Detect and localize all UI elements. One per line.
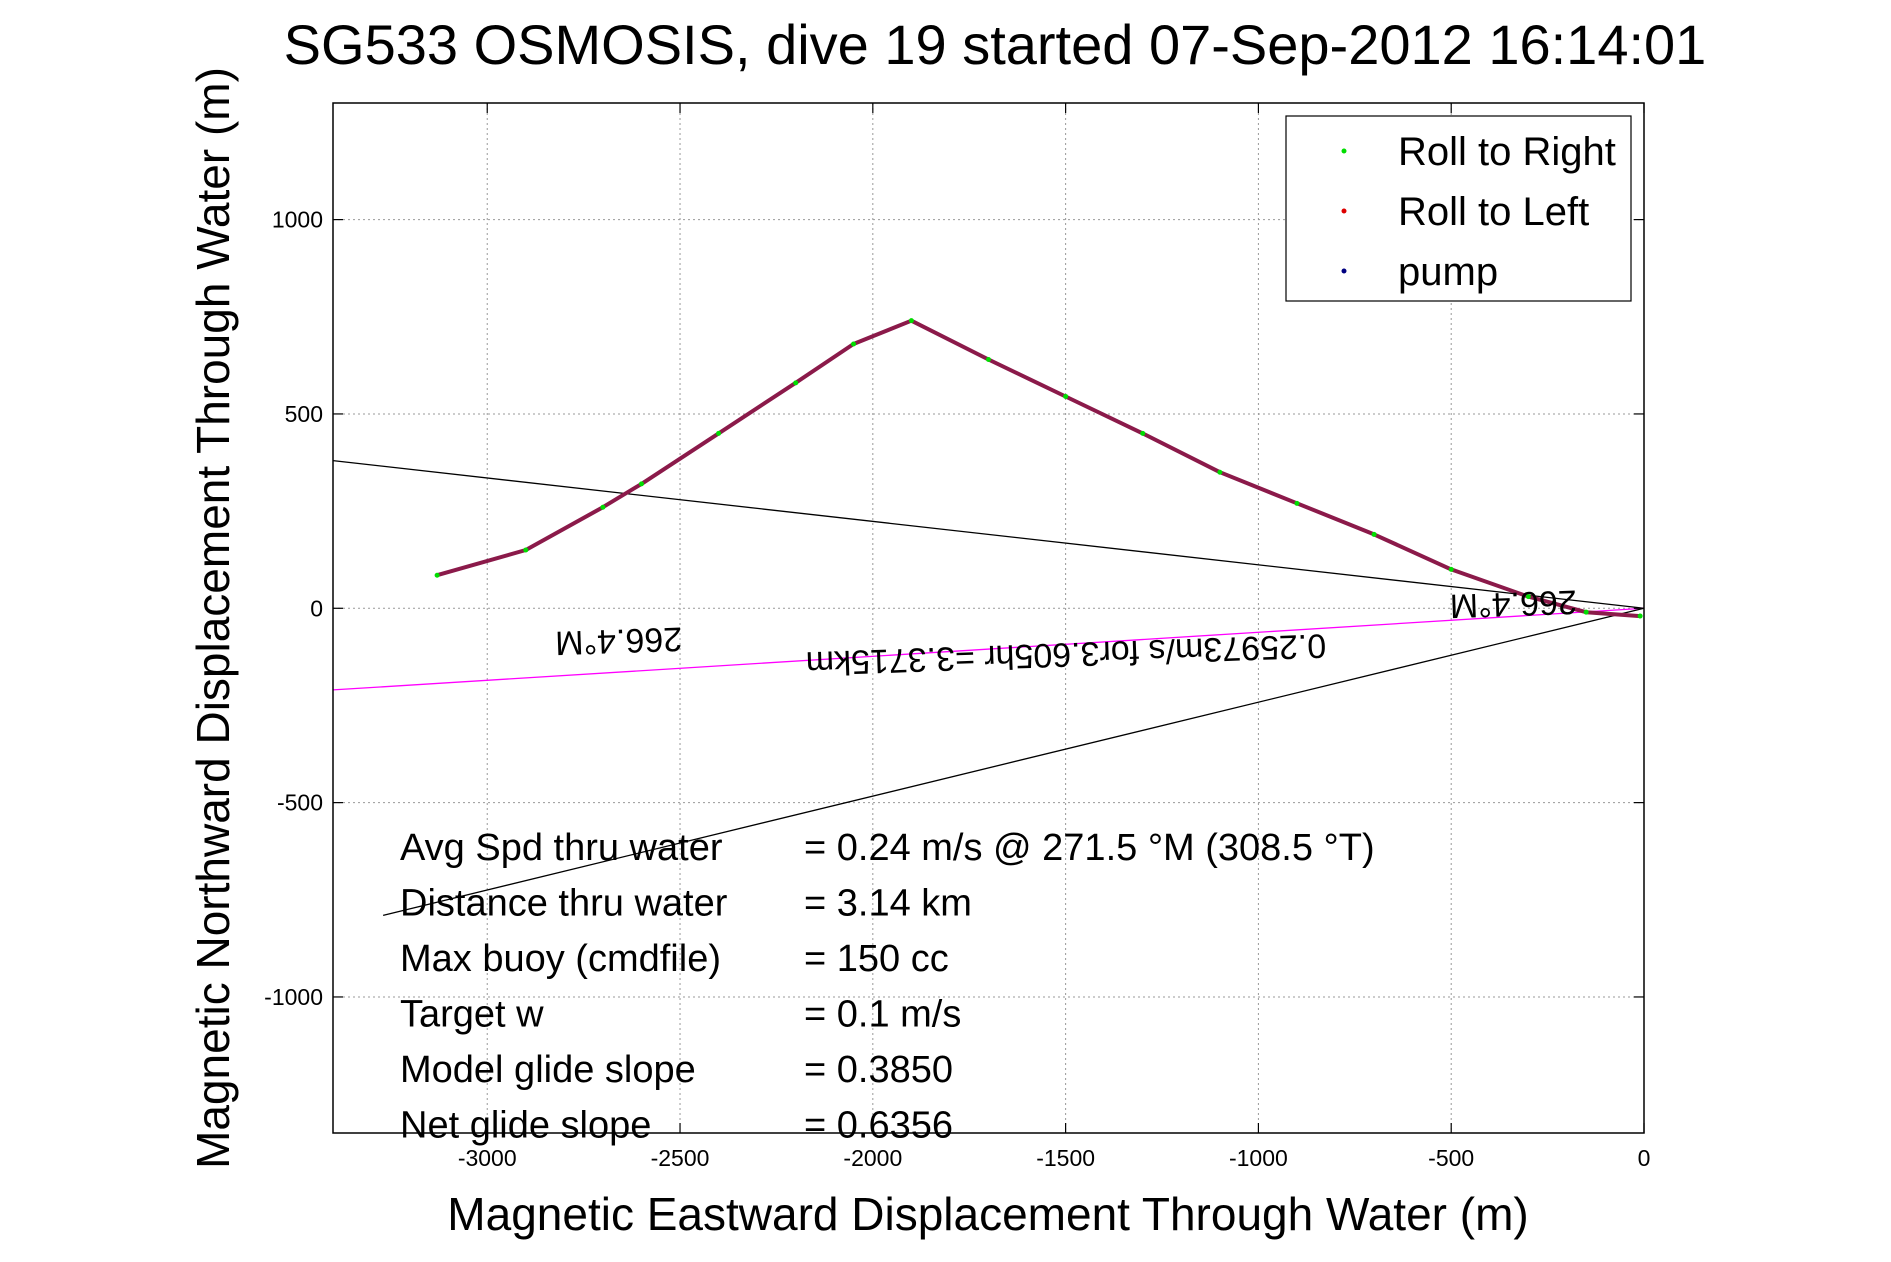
reference-line [332, 607, 1645, 691]
track-point [1448, 566, 1454, 572]
track-point [1063, 393, 1069, 399]
y-tick-label: 500 [285, 401, 323, 427]
x-tick-label: -1000 [1229, 1145, 1288, 1171]
legend-marker [1341, 148, 1347, 154]
annotation-label: 266.4°M [555, 619, 683, 661]
stat-label: Model glide slope [400, 1049, 696, 1091]
x-axis-label: Magnetic Eastward Displacement Through W… [447, 1188, 1528, 1240]
stat-value: = 0.24 m/s @ 271.5 °M (308.5 °T) [804, 827, 1375, 869]
y-tick-label: 1000 [272, 207, 323, 233]
stat-value: = 0.6356 [804, 1105, 953, 1147]
legend-marker [1341, 208, 1347, 214]
legend-label: Roll to Left [1398, 190, 1589, 234]
track-point [1637, 613, 1643, 619]
stat-value: = 150 cc [804, 938, 949, 980]
stat-value: = 0.3850 [804, 1049, 953, 1091]
stat-label: Net glide slope [400, 1105, 651, 1147]
track-point [1294, 500, 1300, 506]
track-point [1140, 430, 1146, 436]
legend: Roll to Right Roll to Left pump [1285, 115, 1632, 302]
track-point [1583, 609, 1589, 615]
reference-line [332, 459, 1645, 609]
legend-marker [1341, 268, 1347, 274]
track-point [1525, 594, 1531, 600]
reference-line [382, 607, 1645, 916]
stat-value: = 3.14 km [804, 883, 972, 925]
track-point [1371, 531, 1377, 537]
track-point [716, 430, 722, 436]
track-point [600, 504, 606, 510]
track-point [638, 481, 644, 487]
y-axis-label: Magnetic Northward Displacement Through … [187, 67, 239, 1169]
stat-value: = 0.1 m/s [804, 994, 961, 1036]
x-tick-label: -3000 [458, 1145, 517, 1171]
stats-block: Avg Spd thru water = 0.24 m/s @ 271.5 °M … [400, 827, 1375, 1147]
x-tick-label: -2000 [843, 1145, 902, 1171]
track-point [986, 357, 991, 363]
grid [333, 103, 1645, 1133]
track-line [436, 318, 1641, 619]
stat-label: Avg Spd thru water [400, 827, 723, 869]
x-tick-label: -2500 [651, 1145, 710, 1171]
track-point [793, 380, 799, 386]
stat-label: Target w [400, 994, 544, 1036]
stat-label: Max buoy (cmdfile) [400, 938, 721, 980]
track-point [523, 547, 529, 553]
y-tick-label: 0 [310, 595, 323, 621]
track-point [1217, 469, 1223, 475]
chart-title: SG533 OSMOSIS, dive 19 started 07-Sep-20… [284, 13, 1707, 76]
x-tick-label: -500 [1428, 1145, 1474, 1171]
track-point [434, 572, 440, 578]
dive-track [434, 318, 1643, 619]
annotation-label: 266.4°M [1449, 582, 1577, 624]
legend-label: pump [1398, 250, 1498, 294]
legend-items: Roll to Right Roll to Left pump [1341, 130, 1616, 294]
y-axis-ticks: -1000 -500 0 500 1000 [264, 207, 1644, 1010]
plot-frame [332, 102, 1645, 1134]
stat-label: Distance thru water [400, 883, 728, 925]
track-point [851, 341, 857, 347]
reference-lines [332, 459, 1645, 916]
y-tick-label: -500 [277, 790, 323, 816]
y-tick-label: -1000 [264, 984, 323, 1010]
track-point [908, 318, 914, 324]
x-axis-ticks: -3000 -2500 -2000 -1500 -1000 -500 0 [458, 103, 1651, 1171]
legend-label: Roll to Right [1398, 130, 1616, 174]
x-tick-label: -1500 [1036, 1145, 1095, 1171]
x-tick-label: 0 [1638, 1145, 1651, 1171]
